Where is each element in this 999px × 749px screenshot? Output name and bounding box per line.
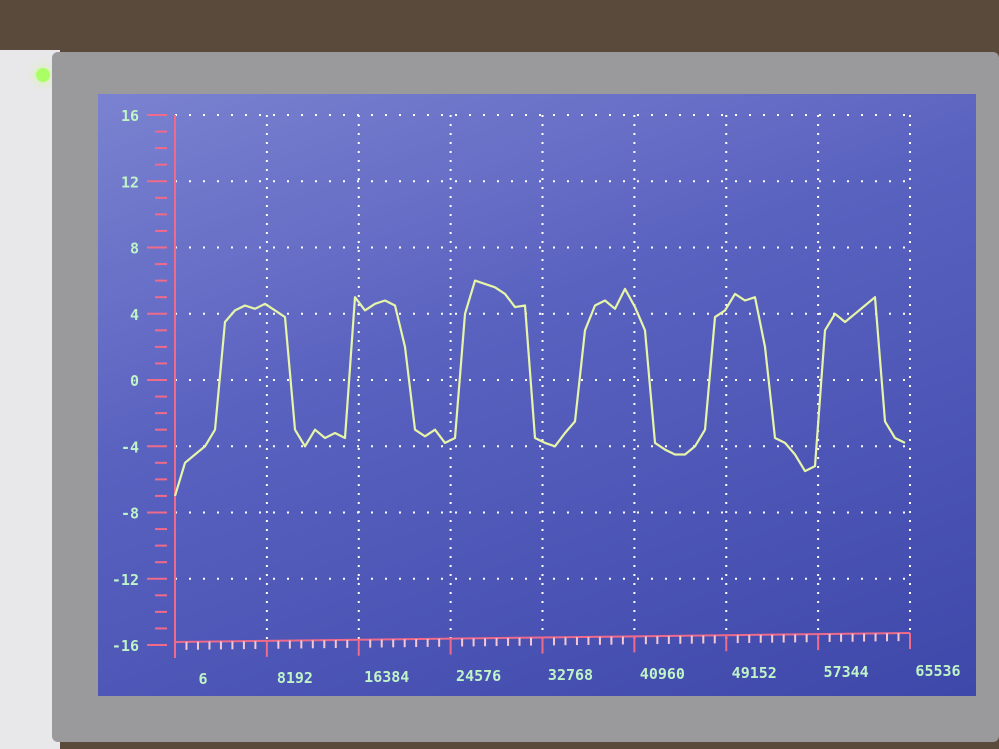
y-tick-label: 16 <box>121 107 139 125</box>
dev-board <box>0 50 60 749</box>
lcd-screen <box>98 94 976 696</box>
x-tick-label: 32768 <box>548 666 593 684</box>
x-tick-label: 8192 <box>277 669 313 687</box>
x-tick-label: 24576 <box>456 667 501 685</box>
signal-trace <box>173 279 906 497</box>
y-tick-label: 4 <box>130 306 139 324</box>
y-tick-label: 8 <box>130 240 139 258</box>
x-tick-label: 6 <box>198 670 207 688</box>
x-tick-label: 49152 <box>732 664 777 682</box>
y-tick-label: -4 <box>121 438 139 456</box>
y-tick-label: -16 <box>112 637 139 655</box>
y-tick-label: -8 <box>121 505 139 523</box>
y-tick-label: -12 <box>112 571 139 589</box>
x-tick-label: 40960 <box>640 665 685 683</box>
x-tick-label: 65536 <box>915 662 960 680</box>
y-tick-label: 0 <box>130 372 139 390</box>
power-led <box>36 68 50 82</box>
x-tick-label: 57344 <box>824 663 869 681</box>
y-tick-label: 12 <box>121 173 139 191</box>
x-tick-label: 16384 <box>364 668 409 686</box>
